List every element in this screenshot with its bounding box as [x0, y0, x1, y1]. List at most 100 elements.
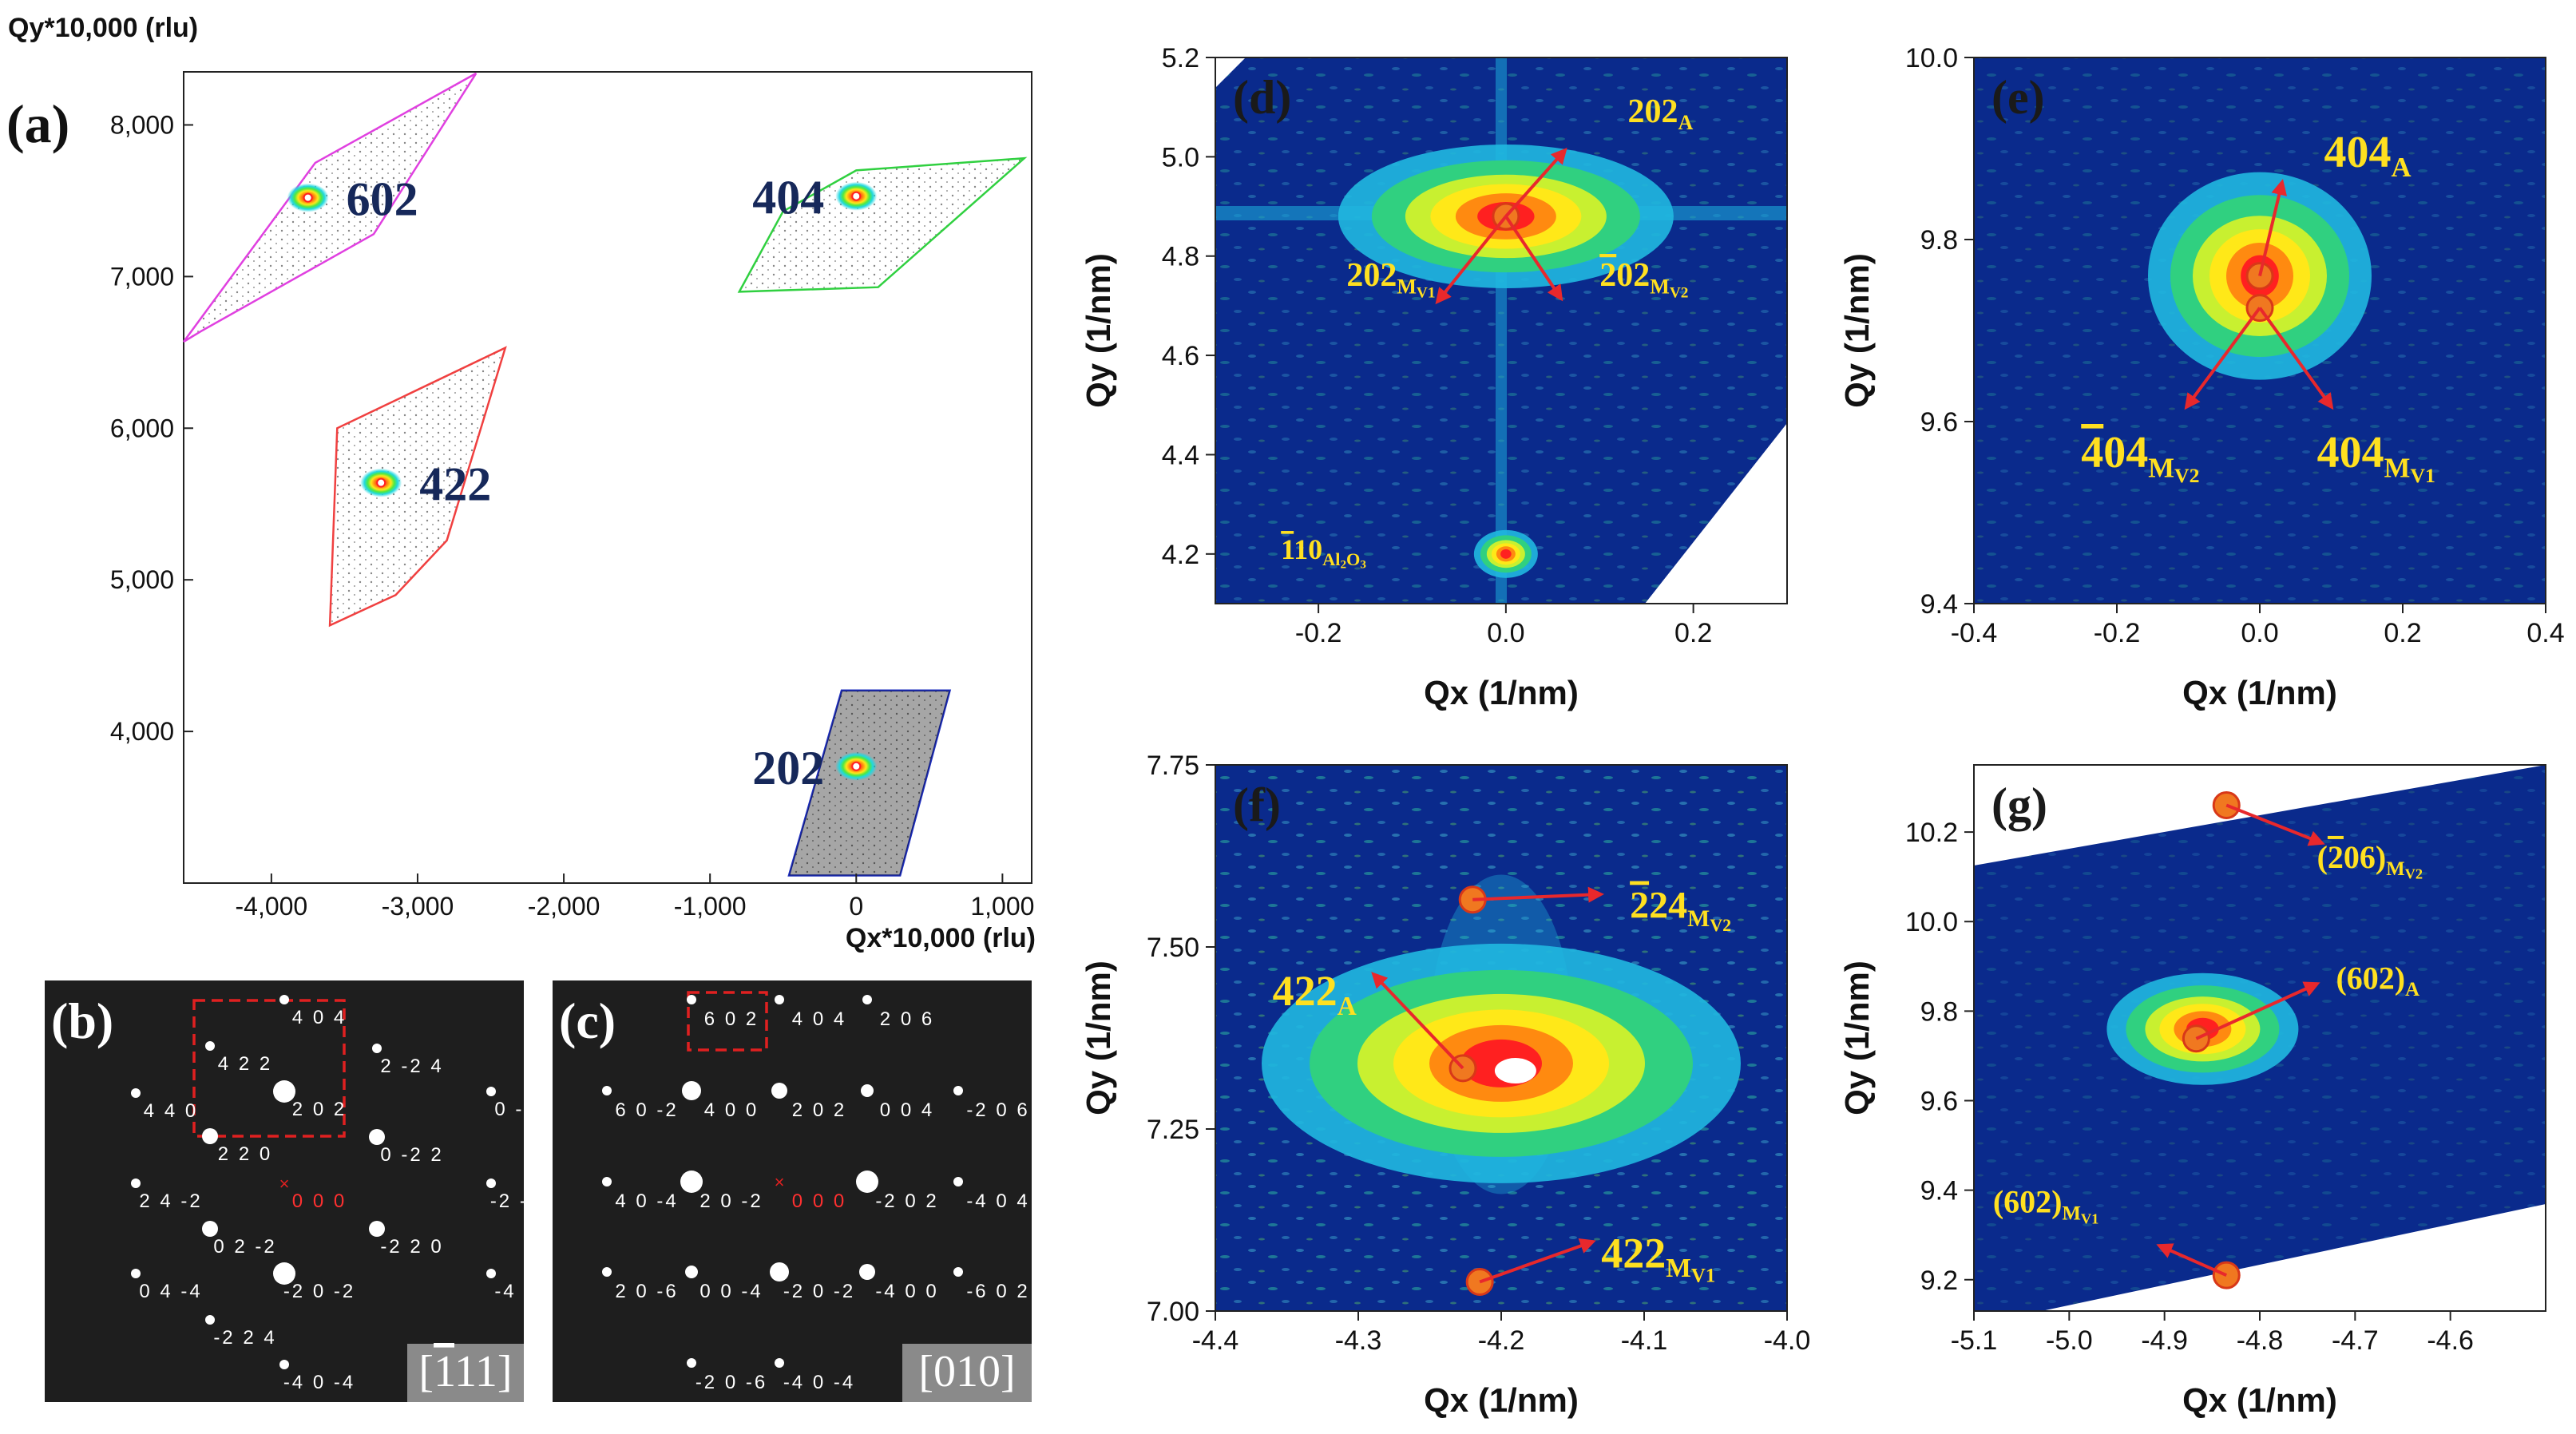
spot-b-label: 2 -2 4 [380, 1056, 443, 1077]
a-ytick-label: 8,000 [110, 110, 174, 139]
map-ylabel: Qy (1/nm) [1838, 961, 1876, 1115]
map-xtick-label: -5.0 [2046, 1325, 2093, 1356]
annotation-f-224MV2: 224MV2 [1630, 885, 1731, 935]
peak-core-202 [851, 761, 862, 771]
map-ytick-label: 9.6 [1920, 407, 1958, 438]
peak-core-422 [376, 477, 386, 488]
spot-c-label: -2 0 2 [875, 1190, 938, 1212]
spot-b [273, 1262, 295, 1285]
spot-c [771, 1083, 787, 1099]
a-xtick-label: 0 [849, 892, 863, 921]
panel-g: -5.1 -5.0 -4.9 -4.8 -4.7 -4.6 9.2 9.4 9.6 9.8 10.0… [1838, 764, 2546, 1419]
spot-b-label: 2 4 -2 [139, 1190, 202, 1212]
panel-letter: (e) [1991, 71, 2045, 124]
spot-b-label: 0 4 -4 [139, 1281, 202, 1302]
map-xlabel: Qx (1/nm) [1424, 1381, 1579, 1419]
panel-b-letter: (b) [51, 992, 113, 1049]
map-xtick-label: 0.4 [2526, 618, 2564, 648]
spot-b-label: 2 0 2 [292, 1099, 347, 1120]
map-xtick-label: -4.8 [2237, 1325, 2284, 1356]
map-frame [1215, 57, 1788, 604]
map-ytick-label: 7.00 [1147, 1297, 1199, 1327]
spot-b-label: 4 4 0 [144, 1100, 198, 1122]
panel-a: Qy*10,000 (rlu) (a) -4,000 -3,000 -2,000 -1… [6, 13, 1036, 953]
map-ytick-label: 9.8 [1920, 225, 1958, 256]
map-map-f-plot [1215, 765, 1787, 1311]
spot-c-label: -6 0 2 [966, 1281, 1029, 1302]
arrow-d-A [1504, 148, 1567, 218]
panel-a-letter: (a) [6, 93, 69, 154]
spot-c [953, 1086, 963, 1095]
a-ytick-label: 5,000 [110, 565, 174, 594]
peak-core-602 [303, 192, 313, 203]
arrow-f-MV2 [1472, 886, 1604, 903]
spot-c-label: 0 0 -4 [699, 1281, 763, 1302]
region-602 [182, 72, 478, 343]
region-422 [328, 346, 507, 628]
spot-c-label: 2 0 -6 [615, 1281, 678, 1302]
zone-b-box [407, 1344, 524, 1402]
annotation-f-422MV1: 422MV1 [1601, 1229, 1715, 1286]
a-xtick-label: -4,000 [235, 892, 307, 921]
map-xlabel: Qx (1/nm) [2182, 1381, 2337, 1419]
zone-axis-b: [111] [418, 1347, 512, 1396]
map-ylabel: Qy (1/nm) [1080, 253, 1117, 408]
region-404 [737, 156, 1028, 293]
panel-d: -0.2 0.0 0.2 4.2 4.4 4.6 4.8 5.0 5.2 Qx (1/nm) Qy … [1080, 43, 1788, 711]
map-d-unmeasured [1645, 423, 1787, 604]
region-202-density [789, 690, 950, 876]
spot-c-label: -4 0 0 [875, 1281, 938, 1302]
panel-letter: (f) [1233, 778, 1281, 831]
map-xlabel: Qx (1/nm) [2182, 674, 2337, 711]
a-ytick-label: 7,000 [110, 262, 174, 291]
spot-b [205, 1315, 215, 1325]
region-202 [787, 689, 952, 877]
spot-b-label: 0 -2 2 [380, 1144, 443, 1166]
spot-c [687, 995, 696, 1004]
map-xtick-label: -4.3 [1335, 1325, 1382, 1356]
zone-axis-c: [010] [918, 1347, 1015, 1396]
pattern-b-highlight-box [192, 999, 346, 1138]
peak-label-404: 404 [752, 172, 824, 224]
arrow-g-MV1 [2156, 1243, 2228, 1277]
spot-b-label: -2 -4 2 [490, 1190, 562, 1212]
spot-c [602, 1086, 612, 1095]
spot-b-label: 0 -4 4 [494, 1099, 557, 1120]
zone-b-bar-index: 1 [434, 1347, 454, 1396]
map-d-streak-v [1496, 57, 1507, 604]
map-xtick-label: -0.2 [1295, 618, 1342, 648]
a-xtick-label: 1,000 [970, 892, 1034, 921]
map-ytick-label: 9.4 [1920, 589, 1958, 620]
a-ytick-label: 6,000 [110, 414, 174, 442]
arrow-e-MV2 [2184, 307, 2261, 410]
spot-c-label: 6 0 2 [704, 1008, 759, 1030]
spot-b-label: 0 0 0 [292, 1190, 347, 1212]
spot-c-label: 4 0 4 [792, 1008, 846, 1030]
map-xtick-label: -4.7 [2332, 1325, 2379, 1356]
spot-c [602, 1177, 612, 1186]
panel-a-xlabel: Qx*10,000 (rlu) [846, 923, 1036, 953]
spot-b-label: 0 2 -2 [213, 1236, 276, 1258]
spot-c [687, 1358, 696, 1368]
spot-b-label: -4 4 0 [494, 1281, 557, 1302]
map-ylabel: Qy (1/nm) [1080, 961, 1117, 1115]
spot-b [486, 1269, 496, 1278]
panel-c: (c) 6 0 2 4 0 4 2 0 6 6 0 -2 4 0 0 2 0 2 0 0 4… [553, 980, 1032, 1402]
annotation-g-602A: (602)A [2336, 960, 2419, 1000]
spot-b-label: -2 2 0 [380, 1236, 443, 1258]
map-ylabel: Qy (1/nm) [1838, 253, 1876, 408]
panel-a-frame [183, 71, 1032, 884]
map-xtick-label: -4.1 [1621, 1325, 1668, 1356]
a-xtick-label: -2,000 [528, 892, 600, 921]
arrow-d-MV2 [1504, 215, 1563, 302]
arrow-d-MV1 [1435, 215, 1508, 305]
pattern-b-bg [45, 980, 524, 1402]
spot-c [953, 1177, 963, 1186]
annotation-e-404MV2: 404MV2 [2081, 428, 2199, 487]
spot-b [279, 995, 289, 1004]
spot-c-label: 4 0 0 [704, 1099, 759, 1121]
map-xtick-label: -4.0 [1764, 1325, 1811, 1356]
arrow-e-MV1 [2258, 307, 2334, 410]
arrow-e-A [2258, 179, 2288, 277]
spot-b [372, 1044, 382, 1053]
